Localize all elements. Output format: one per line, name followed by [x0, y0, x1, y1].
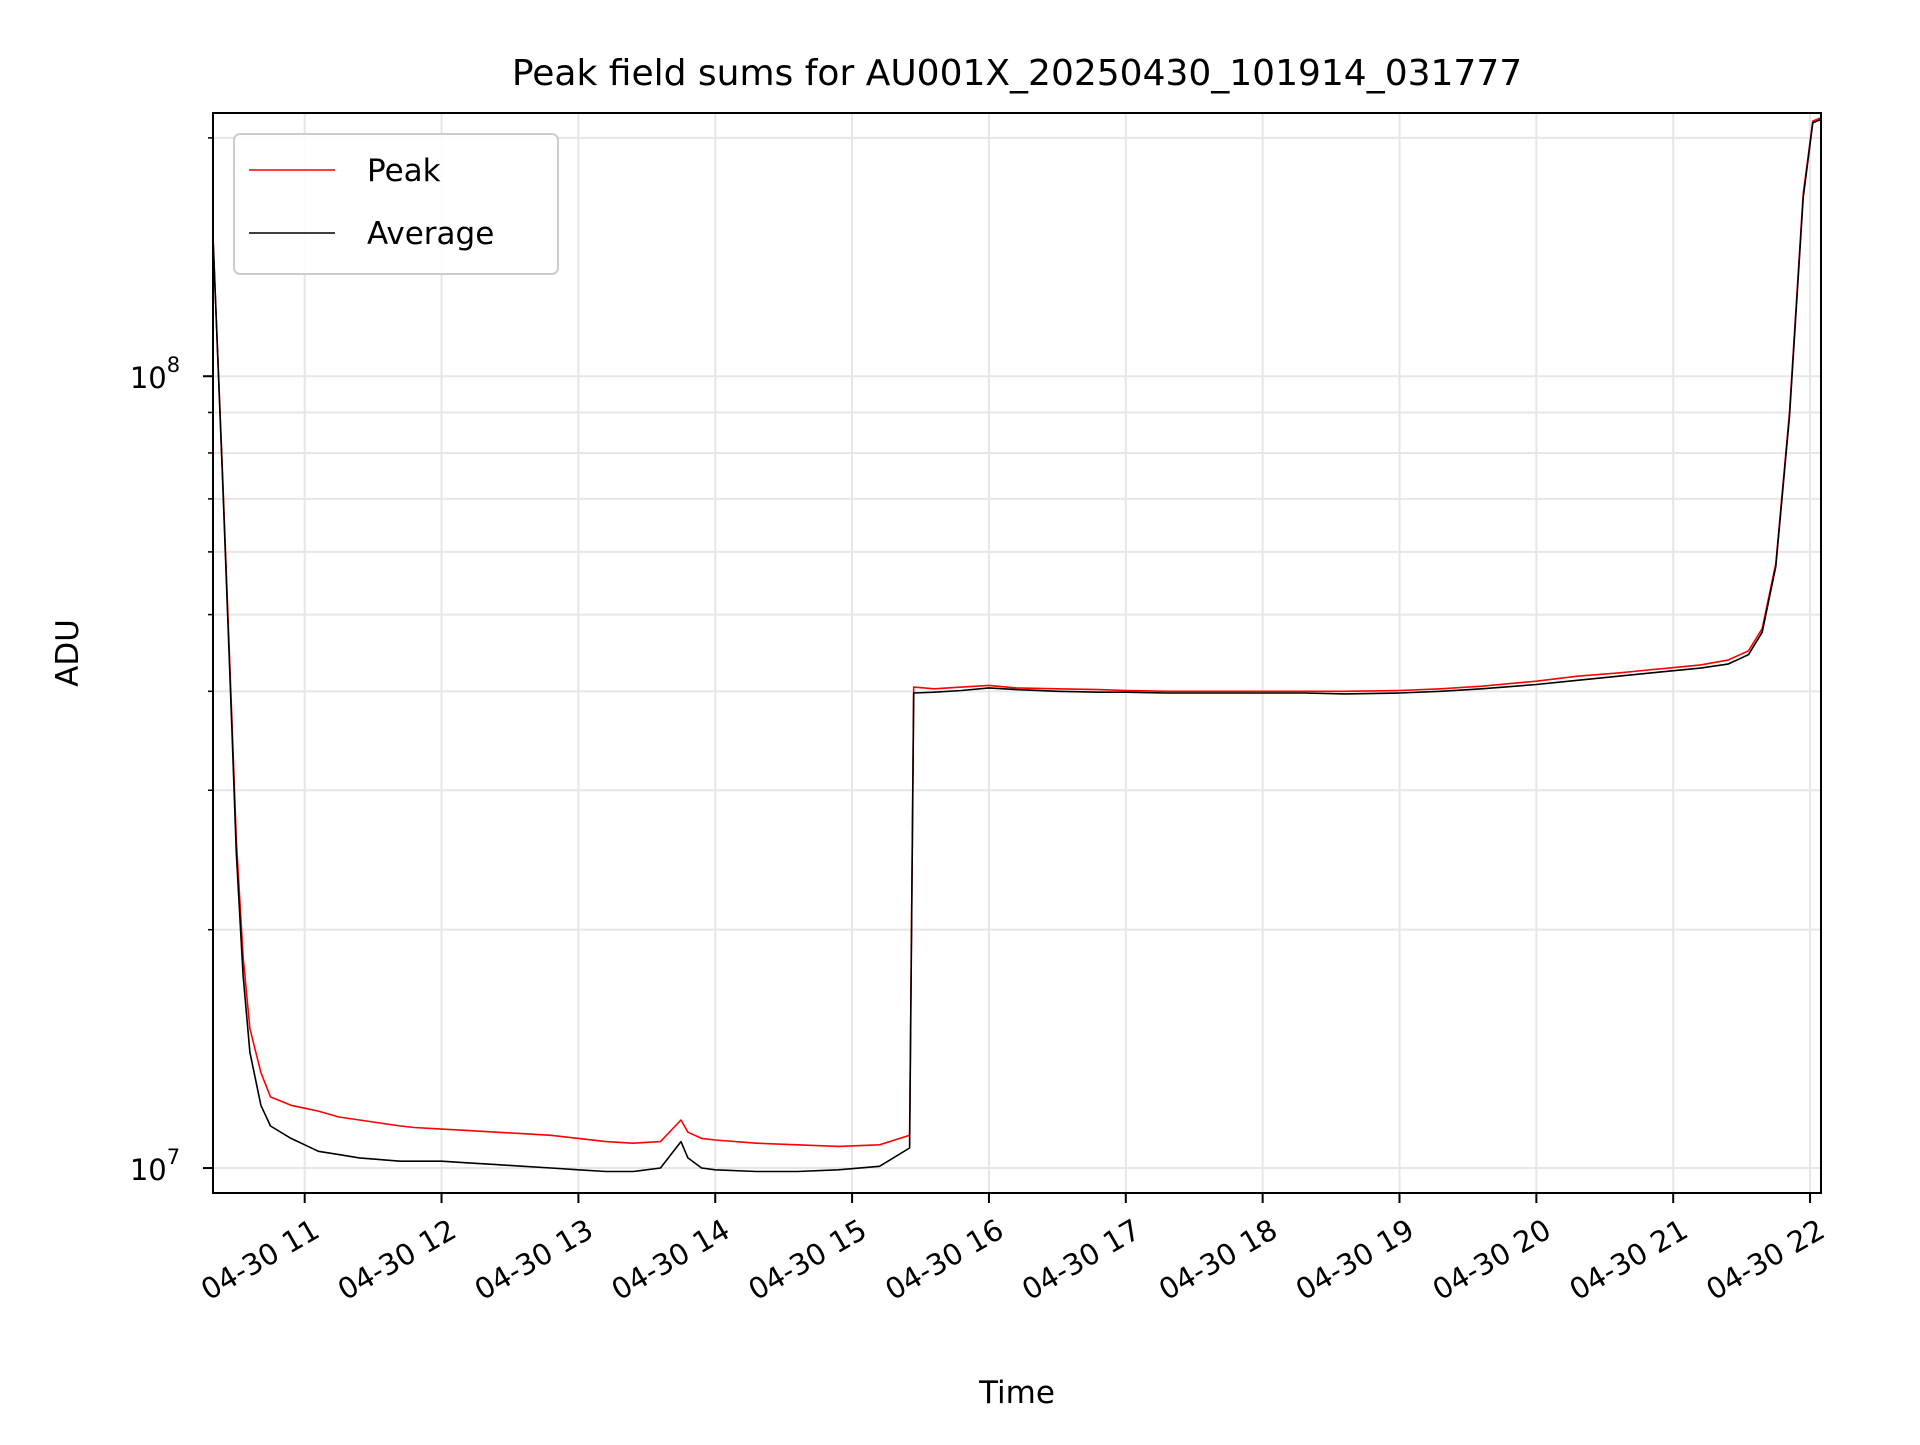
grid [213, 113, 1821, 1193]
series-group [213, 117, 1821, 1173]
y-tick-label: 108 [130, 353, 180, 395]
y-tick-label: 107 [130, 1145, 180, 1187]
series-line-average [213, 118, 1821, 1173]
chart-title: Peak field sums for AU001X_20250430_1019… [512, 53, 1522, 94]
legend-label-average: Average [367, 216, 494, 252]
legend-box [233, 133, 559, 275]
legend-label-peak: Peak [367, 153, 441, 189]
legend: Peak Average [233, 133, 559, 275]
series-line-peak [213, 117, 1821, 1148]
y-axis-label: ADU [50, 619, 86, 687]
x-axis-label: Time [978, 1375, 1055, 1411]
plot-frame [212, 112, 1822, 1194]
